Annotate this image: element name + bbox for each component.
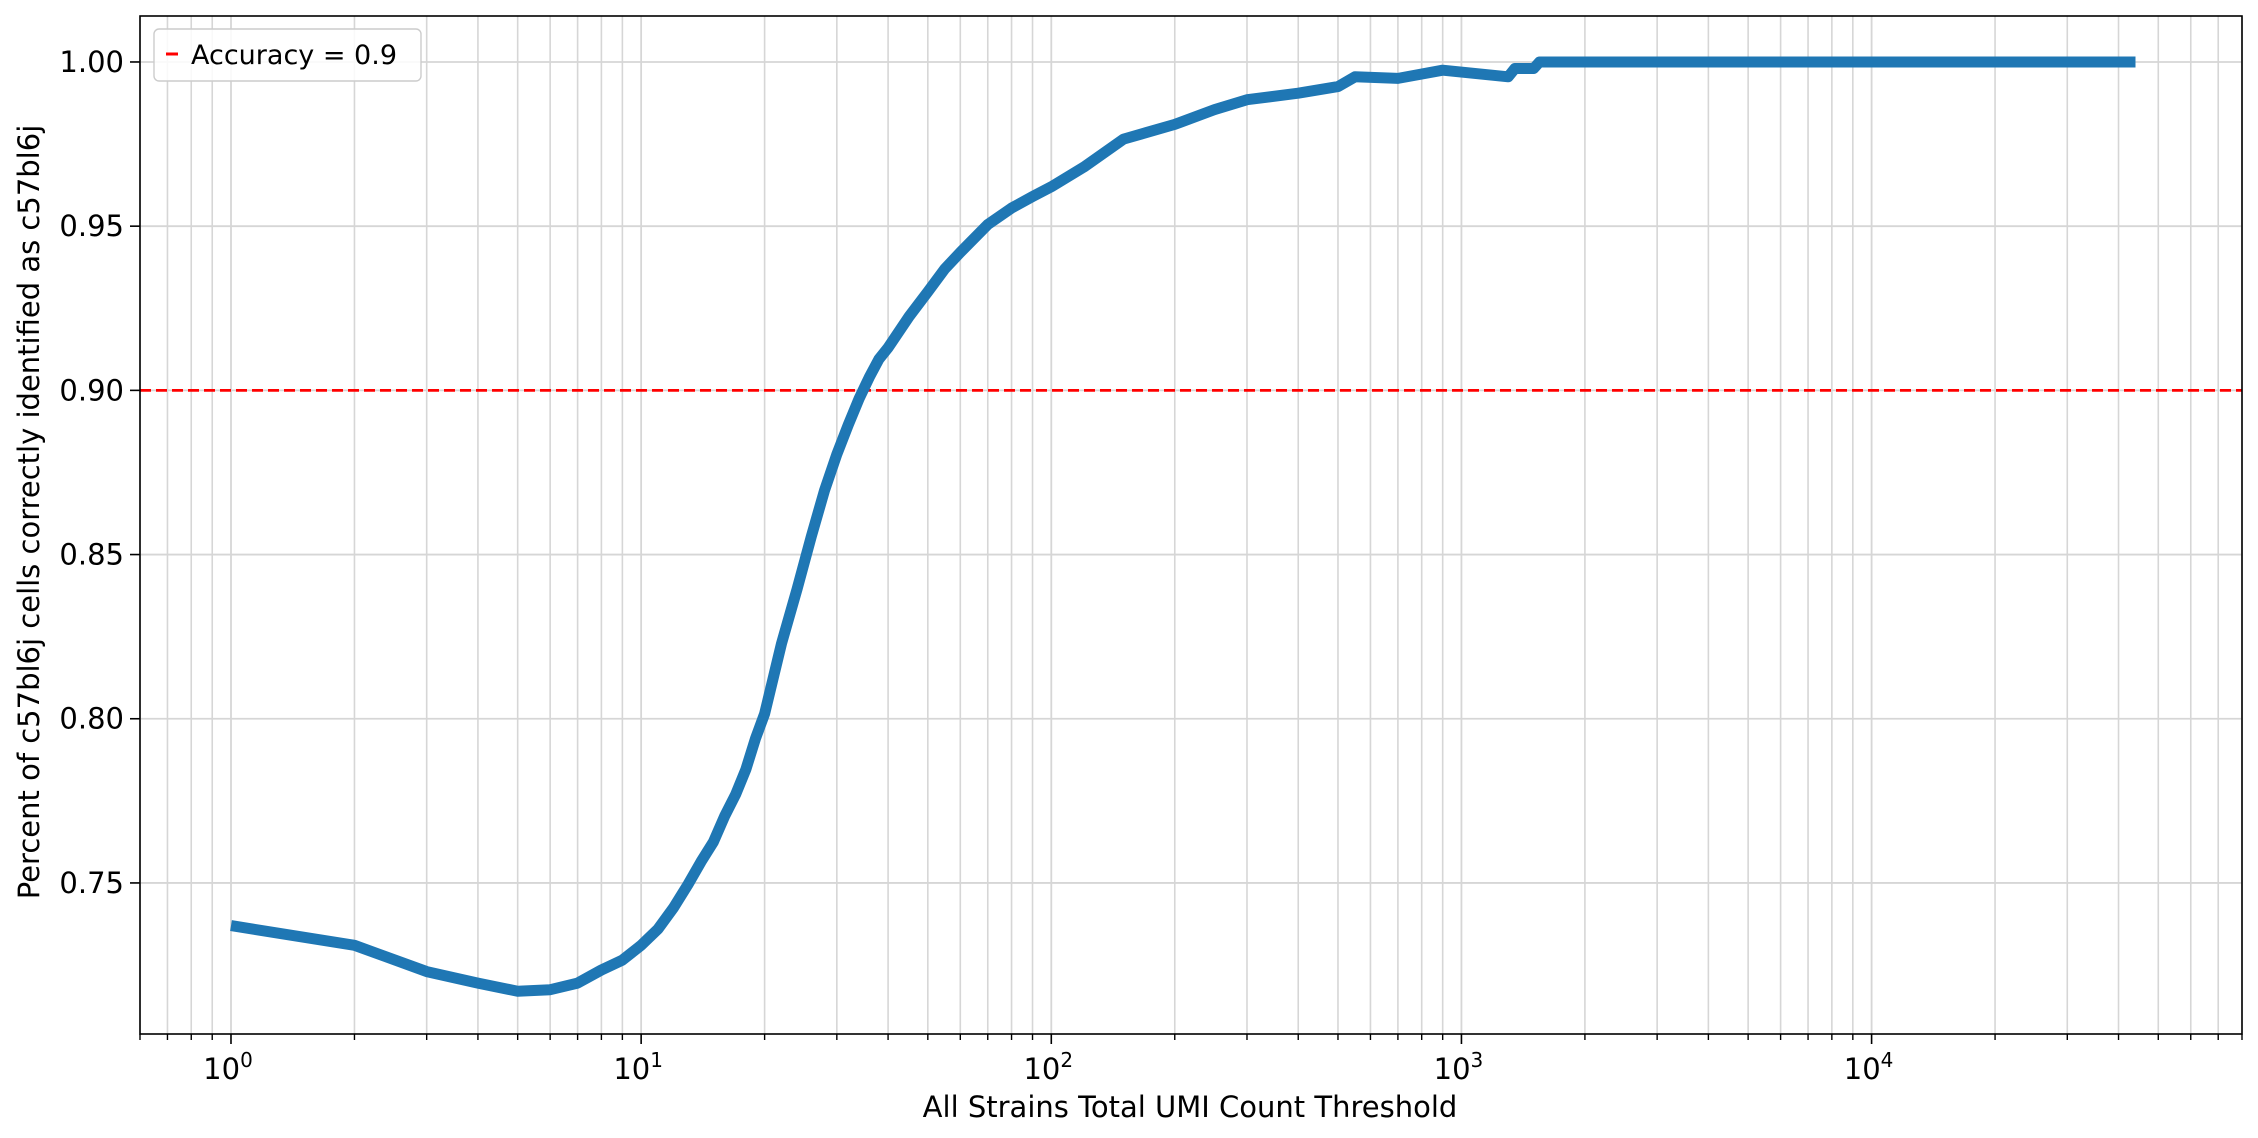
x-tick-label-base: 10 <box>1434 1052 1471 1086</box>
legend-label: Accuracy = 0.9 <box>191 40 397 71</box>
x-tick-label-base: 10 <box>203 1052 240 1086</box>
x-tick-label: 100 <box>203 1048 253 1086</box>
x-tick-label-exponent: 1 <box>650 1048 663 1072</box>
legend: Accuracy = 0.9 <box>153 28 422 82</box>
x-tick-label-base: 10 <box>1844 1052 1881 1086</box>
y-tick-label: 0.85 <box>59 538 124 572</box>
x-tick-label-exponent: 2 <box>1060 1048 1073 1072</box>
legend-box <box>153 28 422 82</box>
y-tick-label: 0.75 <box>59 866 124 900</box>
x-tick-label-base: 10 <box>1023 1052 1060 1086</box>
x-axis-label: All Strains Total UMI Count Threshold <box>923 1090 1458 1124</box>
y-tick-label: 0.95 <box>59 209 124 243</box>
x-tick-label-exponent: 3 <box>1471 1048 1484 1072</box>
x-tick-label-exponent: 0 <box>240 1048 253 1072</box>
x-tick-label: 102 <box>1023 1048 1073 1086</box>
x-tick-label: 101 <box>613 1048 663 1086</box>
x-tick-label: 103 <box>1434 1048 1484 1086</box>
plot-frame <box>139 15 2243 1035</box>
grid-lines <box>139 16 2243 1034</box>
y-tick-label: 1.00 <box>59 45 124 79</box>
y-axis-label: Percent of c57bl6j cells correctly ident… <box>12 125 46 900</box>
x-tick-label-exponent: 4 <box>1881 1048 1894 1072</box>
x-tick-label-base: 10 <box>613 1052 650 1086</box>
series-line <box>230 56 2136 997</box>
series-group <box>230 56 2136 997</box>
y-tick-label: 0.90 <box>59 373 124 407</box>
x-tick-label: 104 <box>1844 1048 1894 1086</box>
y-tick-label: 0.80 <box>59 702 124 736</box>
